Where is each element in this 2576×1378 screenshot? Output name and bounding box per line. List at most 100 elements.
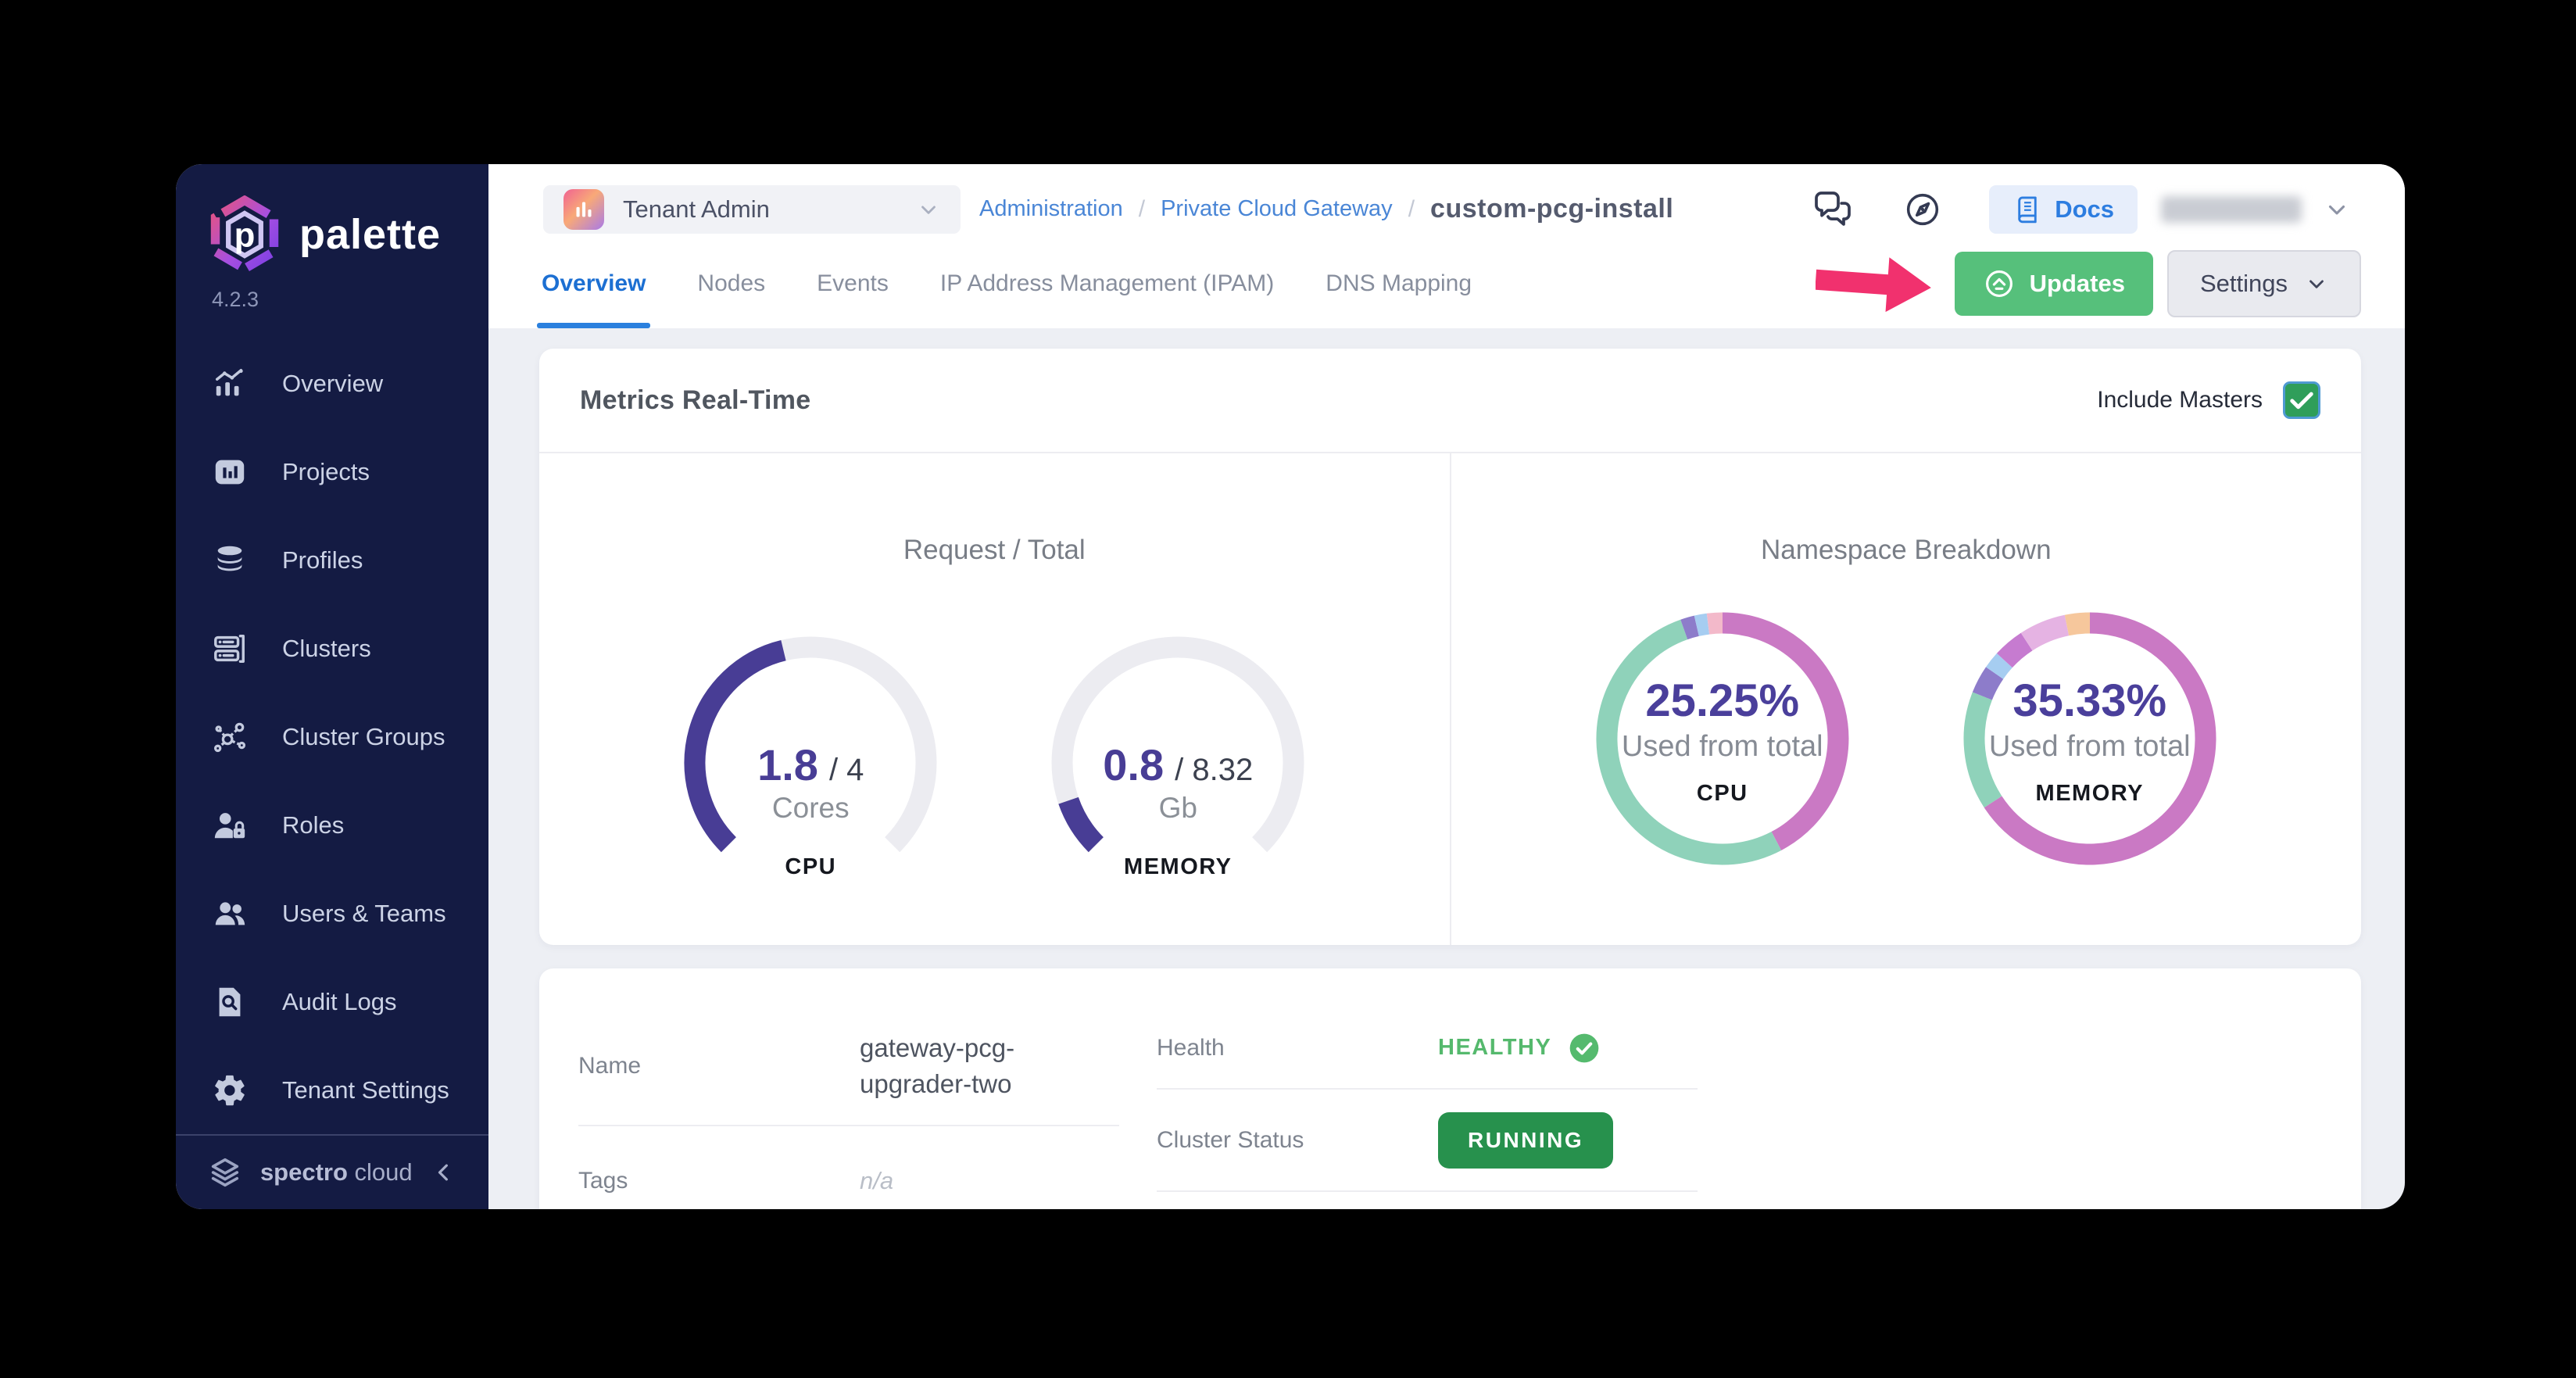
- circle-arrow-up-icon: [1983, 267, 2016, 300]
- users-teams-icon: [212, 896, 248, 932]
- metrics-card-header: Metrics Real-Time Include Masters: [539, 349, 2361, 453]
- page-title: custom-pcg-install: [1430, 194, 1674, 224]
- metrics-card: Metrics Real-Time Include Masters Reques…: [539, 349, 2361, 945]
- app-window: p palette 4.2.3 Overview Projects Profiles…: [176, 164, 2405, 1209]
- brand-text: spectro cloud: [260, 1158, 413, 1187]
- profiles-icon: [212, 542, 248, 578]
- sidebar-item-users-teams[interactable]: Users & Teams: [176, 869, 488, 957]
- docs-button[interactable]: Docs: [1989, 184, 2138, 234]
- gauges-row: 1.8 / 4 Cores CPU: [539, 630, 1450, 896]
- updates-button[interactable]: Updates: [1954, 251, 2153, 316]
- palette-logo-icon: p: [206, 195, 284, 274]
- memory-gauge-text: 0.8 / 8.32 Gb MEMORY: [1045, 630, 1311, 896]
- tabs-actions: Updates Settings: [1815, 249, 2405, 317]
- sidebar-item-label: Clusters: [282, 634, 371, 662]
- tenant-admin-icon: [564, 188, 604, 230]
- sidebar-item-label: Cluster Groups: [282, 722, 445, 750]
- tenant-selector-label: Tenant Admin: [623, 195, 770, 223]
- tab-events[interactable]: Events: [817, 270, 889, 296]
- tab-nodes[interactable]: Nodes: [697, 270, 766, 296]
- health-row: Health HEALTHY: [1157, 1008, 1698, 1090]
- sidebar-item-label: Roles: [282, 811, 345, 839]
- tenant-scope-selector[interactable]: Tenant Admin: [543, 184, 961, 234]
- sidebar-item-tenant-settings[interactable]: Tenant Settings: [176, 1046, 488, 1134]
- memory-gauge-chart: 0.8 / 8.32 Gb MEMORY: [1045, 630, 1311, 896]
- sidebar-item-label: Users & Teams: [282, 899, 446, 927]
- product-name: palette: [299, 211, 442, 258]
- updates-button-label: Updates: [2029, 269, 2125, 297]
- cpu-donut-chart: 25.25% Used from total CPU: [1590, 606, 1855, 872]
- chevron-down-icon: [2305, 272, 2328, 295]
- memory-donut-chart: 35.33% Used from total MEMORY: [1957, 606, 2223, 872]
- chevron-down-icon: [917, 198, 940, 221]
- brand-primary: spectro: [259, 1158, 348, 1186]
- tab-dns-mapping[interactable]: DNS Mapping: [1326, 270, 1472, 296]
- name-label: Name: [578, 1053, 642, 1079]
- sidebar-item-label: Audit Logs: [282, 987, 397, 1015]
- memory-gauge-total: / 8.32: [1175, 753, 1254, 787]
- cluster-groups-icon: [212, 719, 248, 755]
- projects-icon: [212, 454, 248, 490]
- cpu-gauge-unit: Cores: [771, 792, 850, 824]
- check-circle-icon: [1567, 1031, 1601, 1065]
- tags-row: Tags n/a: [578, 1126, 1119, 1209]
- sidebar-item-projects[interactable]: Projects: [176, 428, 488, 516]
- sidebar-item-profiles[interactable]: Profiles: [176, 516, 488, 604]
- memory-gauge-unit: Gb: [1158, 792, 1197, 824]
- breadcrumb-administration[interactable]: Administration: [979, 196, 1123, 221]
- sidebar-item-clusters[interactable]: Clusters: [176, 604, 488, 693]
- tab-overview[interactable]: Overview: [536, 238, 651, 328]
- sidebar-item-label: Tenant Settings: [282, 1076, 449, 1104]
- details-left-column: Name gateway-pcg-upgrader-two Tags n/a: [578, 1008, 1119, 1209]
- sidebar-item-overview[interactable]: Overview: [176, 339, 488, 428]
- app-version: 4.2.3: [212, 288, 259, 311]
- cpu-gauge-text: 1.8 / 4 Cores CPU: [678, 630, 943, 896]
- tabs: Overview Nodes Events IP Address Management…: [536, 238, 1523, 328]
- chat-icon: [1811, 188, 1855, 231]
- settings-button[interactable]: Settings: [2166, 249, 2361, 317]
- cpu-gauge-total: / 4: [828, 753, 864, 787]
- brand-secondary: cloud: [354, 1158, 413, 1186]
- breadcrumb-separator: /: [1408, 195, 1415, 222]
- chat-button[interactable]: [1811, 188, 1855, 231]
- memory-gauge-value: 0.8: [1103, 740, 1165, 789]
- running-status-badge: RUNNING: [1438, 1111, 1614, 1169]
- compass-icon: [1903, 190, 1942, 229]
- roles-icon: [212, 807, 248, 843]
- chevron-left-icon: [430, 1157, 457, 1188]
- sidebar-collapse-button[interactable]: [430, 1157, 457, 1188]
- cpu-donut-percent: 25.25%: [1645, 675, 1800, 726]
- tab-ip-address-management-ipam[interactable]: IP Address Management (IPAM): [939, 270, 1275, 296]
- donuts-row: 25.25% Used from total CPU 35.33% Used f…: [1451, 606, 2362, 872]
- content-area: Metrics Real-Time Include Masters Reques…: [488, 328, 2405, 1209]
- cpu-donut-label: CPU: [1696, 781, 1748, 806]
- memory-gauge-label: MEMORY: [1124, 854, 1233, 879]
- tenant-settings-icon: [212, 1072, 248, 1108]
- sidebar-item-audit-logs[interactable]: Audit Logs: [176, 957, 488, 1046]
- memory-donut-text: 35.33% Used from total MEMORY: [1957, 606, 2223, 872]
- sidebar-item-roles[interactable]: Roles: [176, 781, 488, 869]
- cpu-donut-caption: Used from total: [1621, 730, 1823, 763]
- sidebar-footer: spectro cloud: [176, 1134, 488, 1209]
- cpu-gauge-label: CPU: [785, 854, 837, 879]
- tags-label: Tags: [578, 1168, 628, 1194]
- sidebar-item-label: Overview: [282, 369, 384, 397]
- breadcrumb-private-cloud-gateway[interactable]: Private Cloud Gateway: [1161, 196, 1393, 221]
- clusters-icon: [212, 631, 248, 667]
- audit-logs-icon: [212, 984, 248, 1020]
- user-menu-button[interactable]: [2324, 196, 2350, 223]
- include-masters-checkbox[interactable]: [2283, 381, 2320, 419]
- memory-donut-label: MEMORY: [2035, 781, 2144, 806]
- help-tour-button[interactable]: [1903, 190, 1942, 229]
- memory-donut-percent: 35.33%: [2012, 675, 2167, 726]
- sidebar-item-cluster-groups[interactable]: Cluster Groups: [176, 693, 488, 781]
- header-actions: Docs: [1811, 184, 2350, 234]
- settings-button-label: Settings: [2199, 269, 2288, 297]
- palette-logo: p palette: [206, 195, 441, 274]
- check-icon: [2285, 384, 2318, 417]
- sidebar-item-label: Projects: [282, 457, 370, 485]
- sidebar: p palette 4.2.3 Overview Projects Profiles…: [176, 164, 488, 1209]
- name-value: gateway-pcg-upgrader-two: [860, 1033, 1015, 1098]
- top-band: Tenant Admin Administration / Private Cl…: [488, 164, 2405, 328]
